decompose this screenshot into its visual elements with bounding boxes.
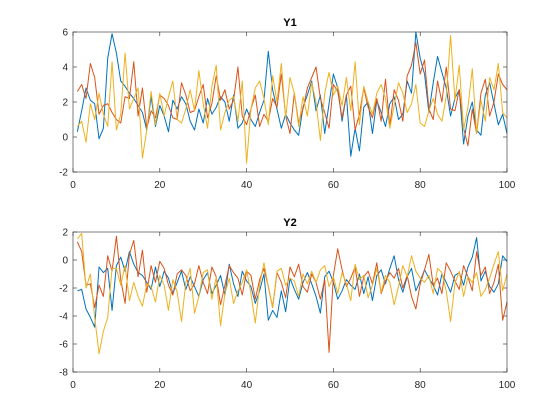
plot-1-x-tick-label: 0 <box>70 180 76 191</box>
plot-2-x-tick-label: 60 <box>328 380 340 391</box>
plot-y1-axes-box <box>72 31 508 173</box>
plot-y2-title: Y2 <box>283 217 296 229</box>
plot-1-series-2-line <box>76 42 508 147</box>
plot-y2-series <box>76 232 508 355</box>
plot-1-y-tick-label: 6 <box>62 28 68 39</box>
plot-y1-title: Y1 <box>283 17 296 29</box>
plot-y2-axes-box <box>72 231 508 373</box>
plot-1-x-tick-label: 20 <box>154 180 166 191</box>
plot-2-x-tick-label: 20 <box>154 380 166 391</box>
plot-2-x-tick-label: 0 <box>70 380 76 391</box>
plot-2-series-3-line <box>76 232 508 355</box>
plot-y1-series <box>76 31 508 164</box>
plot-2-y-tick-label: -6 <box>59 340 68 351</box>
plot-y2-ticks: 0 20 40 60 80 100 -8 -6 -4 -2 0 2 <box>59 228 516 392</box>
plot-y2-background <box>73 232 507 372</box>
plot-y2: Y2 0 20 40 60 80 100 -8 -6 -4 -2 0 2 <box>59 217 516 391</box>
plot-1-y-tick-label: 0 <box>62 133 68 144</box>
plot-1-x-tick-label: 40 <box>241 180 253 191</box>
plot-1-y-tick-label: -2 <box>59 168 68 179</box>
plot-1-series-3-line <box>76 35 508 164</box>
plot-1-x-tick-label: 80 <box>415 180 427 191</box>
plot-2-y-tick-label: -8 <box>59 368 68 379</box>
plot-2-y-tick-label: 0 <box>62 256 68 267</box>
plot-1-x-tick-label: 100 <box>499 180 516 191</box>
plot-2-y-tick-label: -4 <box>59 312 68 323</box>
plot-1-y-tick-label: 4 <box>62 63 68 74</box>
plot-2-x-tick-label: 40 <box>241 380 253 391</box>
plot-2-y-tick-label: 2 <box>62 228 68 239</box>
plot-2-x-tick-label: 80 <box>415 380 427 391</box>
plot-1-x-tick-label: 60 <box>328 180 340 191</box>
plot-2-x-tick-label: 100 <box>499 380 516 391</box>
plot-2-y-tick-label: -2 <box>59 284 68 295</box>
plot-2-series-1-line <box>77 237 508 328</box>
plot-1-y-tick-label: 2 <box>62 98 68 109</box>
